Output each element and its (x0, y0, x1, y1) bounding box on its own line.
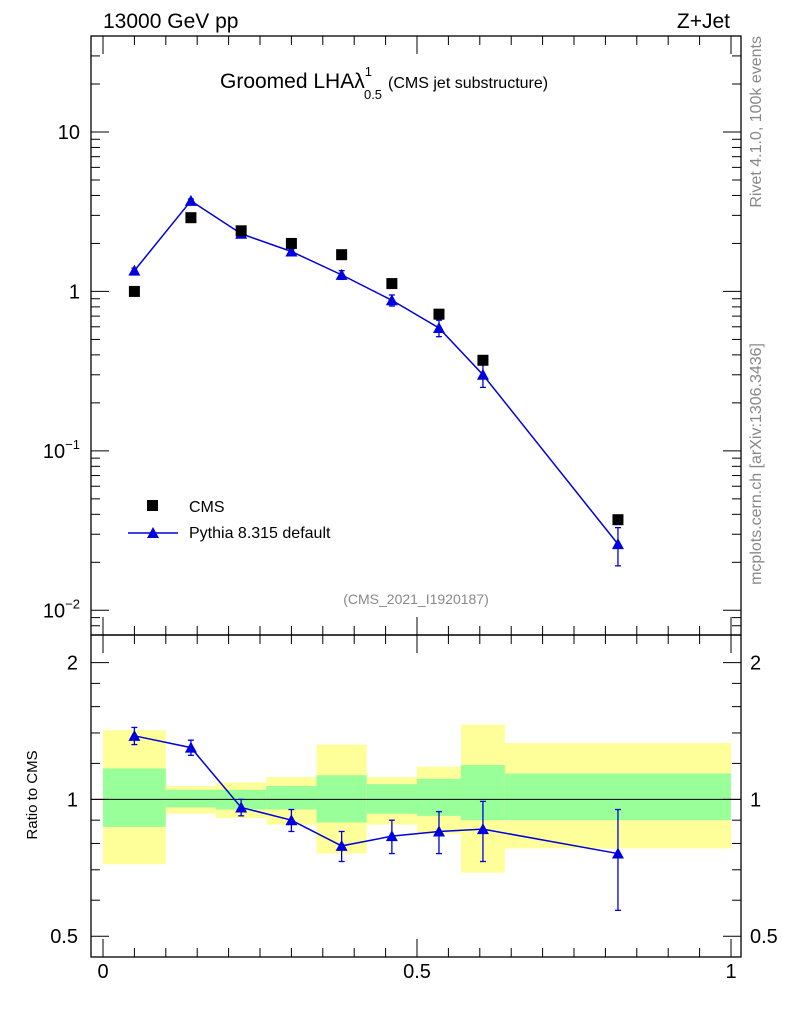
pythia-point (335, 268, 348, 280)
ratio-point (476, 823, 489, 835)
ratio-point (235, 801, 248, 813)
data-marks (128, 194, 624, 911)
ratio-y-tick-label-right: 0.5 (750, 926, 778, 948)
x-tick-label: 0 (97, 961, 108, 983)
band-inner (417, 778, 461, 816)
band-inner (165, 789, 217, 808)
plot-title-main: Groomed LHA (220, 70, 354, 93)
main-y-tick-label: 10−2 (43, 596, 80, 622)
pythia-point (432, 321, 445, 333)
main-y-tick-label: 10−1 (43, 437, 80, 463)
legend-cms-marker (147, 500, 158, 511)
cms-point (433, 308, 445, 320)
ratio-y-tick-label-right: 2 (750, 653, 761, 675)
plot-title: Groomed LHAλ1 0.5 (CMS jet substructure) (220, 64, 548, 102)
ratio-point (128, 729, 141, 741)
pythia-point (611, 538, 624, 550)
plot-title-suffix: (CMS jet substructure) (388, 75, 548, 92)
ratio-y-tick-label-right: 1 (750, 789, 761, 811)
cms-point (235, 225, 247, 237)
legend: CMS Pythia 8.315 default (128, 499, 331, 542)
ratio-y-tick-label: 2 (67, 653, 78, 675)
legend-pythia-marker (147, 527, 159, 538)
pythia-point (128, 264, 141, 276)
cms-point (386, 278, 398, 290)
cms-point (612, 514, 624, 526)
mcplots-label: mcplots.cern.ch [arXiv:1306.3436] (748, 343, 765, 585)
ratio-point (335, 839, 348, 851)
legend-cms-label: CMS (189, 499, 225, 516)
x-tick-label: 0.5 (403, 961, 431, 983)
band-inner (316, 775, 367, 823)
ratio-point (432, 825, 445, 837)
ratio-y-tick-label: 1 (67, 789, 78, 811)
ratio-point (611, 847, 624, 859)
pythia-point (184, 194, 197, 206)
pythia-point (285, 245, 298, 257)
ratio-point (184, 741, 197, 753)
cms-point (336, 249, 348, 261)
cms-point (477, 354, 489, 366)
plot-title-sup: 1 (365, 64, 372, 79)
pythia-point (385, 294, 398, 306)
pythia-point (476, 368, 489, 380)
cms-point (128, 285, 140, 297)
plot-frames (90, 35, 742, 958)
main-y-tick-label: 10 (58, 122, 80, 144)
header-process-label: Z+Jet (677, 10, 730, 33)
pythia-line (133, 199, 619, 545)
analysis-id: (CMS_2021_I1920187) (343, 591, 489, 607)
legend-pythia-label: Pythia 8.315 default (189, 525, 331, 542)
main-y-tick-label: 1 (69, 281, 80, 303)
band-inner (266, 786, 317, 810)
ratio-axis-label: Ratio to CMS (24, 750, 41, 839)
band-inner (103, 768, 166, 827)
ratio-y-tick-label: 0.5 (50, 926, 78, 948)
cms-point (185, 212, 197, 224)
ratio-plot-frame (90, 634, 742, 958)
main-plot-frame (90, 35, 742, 636)
rivet-label: Rivet 4.1.0, 100k events (748, 36, 765, 208)
header-energy-label: 13000 GeV pp (103, 10, 238, 33)
ratio-point (385, 830, 398, 842)
ratio-point (285, 814, 298, 826)
cms-point (285, 237, 297, 249)
plot-title-lambda: λ (354, 70, 365, 93)
x-tick-label: 1 (725, 961, 736, 983)
plot-title-sub: 0.5 (364, 87, 382, 102)
tick-labels: 10 1 10−1 10−2 2 2 1 1 0.5 0.5 0 0.5 1 (43, 122, 778, 983)
